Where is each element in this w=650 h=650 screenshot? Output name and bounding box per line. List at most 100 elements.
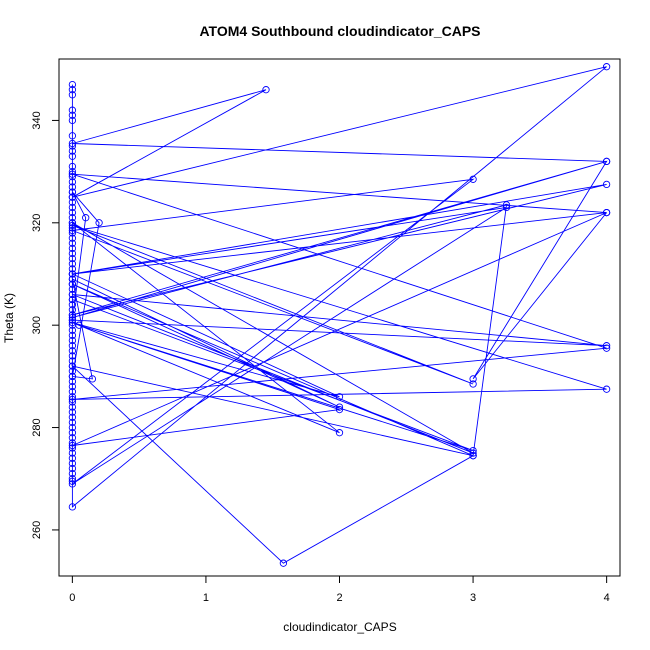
data-point	[68, 226, 77, 235]
data-point	[68, 254, 77, 263]
data-point	[68, 173, 77, 181]
data-point	[68, 408, 77, 416]
data-point	[68, 434, 77, 442]
data-point	[68, 449, 77, 457]
data-point	[68, 234, 77, 242]
data-point	[68, 188, 77, 196]
data-point	[68, 398, 77, 406]
data-point	[68, 183, 77, 191]
data-point	[68, 429, 77, 437]
data-point	[335, 429, 344, 437]
data-point	[68, 193, 77, 201]
data-point	[68, 459, 77, 468]
data-point	[68, 280, 77, 288]
data-point	[68, 219, 77, 227]
data-point	[68, 132, 77, 140]
data-point	[68, 393, 77, 401]
data-point	[68, 167, 77, 176]
data-point	[602, 63, 611, 71]
data-point	[469, 175, 477, 183]
data-point	[68, 265, 77, 273]
data-point	[68, 444, 77, 452]
x-tick-label: 3	[470, 592, 476, 604]
chart-title: ATOM4 Southbound cloudindicator_CAPS	[199, 23, 480, 39]
data-point	[68, 170, 77, 178]
data-point	[68, 162, 77, 171]
plot-frame	[58, 58, 621, 577]
data-point	[335, 405, 344, 414]
data-point	[68, 477, 77, 485]
data-point	[68, 342, 77, 350]
data-point	[68, 239, 77, 247]
data-point	[68, 439, 77, 447]
data-point	[68, 91, 77, 99]
data-point	[68, 203, 77, 212]
data-point	[68, 306, 77, 314]
data-point	[88, 375, 97, 383]
data-point	[68, 311, 77, 319]
data-point	[68, 221, 77, 230]
data-point	[68, 382, 77, 391]
data-point	[68, 80, 77, 89]
data-point	[68, 178, 77, 186]
data-point	[68, 480, 77, 488]
data-point	[68, 362, 77, 370]
data-point	[279, 559, 288, 567]
data-point	[335, 403, 344, 411]
data-point	[335, 393, 344, 401]
x-tick-label: 4	[604, 592, 610, 604]
data-point	[469, 449, 477, 457]
data-point	[68, 413, 77, 421]
y-axis-label: Theta (K)	[2, 293, 16, 343]
data-point	[68, 418, 77, 427]
data-point	[469, 446, 477, 455]
data-point	[68, 275, 77, 283]
data-point	[68, 469, 77, 478]
data-point	[68, 464, 77, 473]
data-point	[68, 260, 77, 268]
data-point	[68, 352, 77, 360]
data-point	[602, 157, 611, 166]
x-axis: 0 1 2 3 4	[69, 575, 610, 604]
data-point	[68, 454, 77, 462]
series-line	[70, 66, 608, 564]
data-point	[68, 318, 77, 327]
plot-area	[68, 63, 611, 567]
data-point	[602, 208, 611, 217]
data-point	[68, 214, 77, 222]
data-point	[68, 395, 77, 404]
data-point	[469, 375, 477, 383]
data-point	[68, 441, 77, 450]
data-point	[68, 147, 77, 155]
data-point	[469, 380, 477, 388]
data-point	[68, 301, 77, 309]
data-point	[68, 326, 77, 334]
data-point	[68, 331, 77, 340]
y-tick-label: 300	[31, 316, 43, 334]
data-point	[502, 201, 511, 209]
data-point	[602, 342, 611, 350]
data-point	[602, 385, 611, 393]
data-point	[68, 116, 77, 125]
data-point	[68, 316, 77, 324]
data-point	[469, 452, 477, 460]
data-point	[68, 142, 77, 150]
y-tick-label: 260	[31, 521, 43, 539]
y-axis: 260 280 300 320 340	[31, 111, 60, 539]
data-point	[68, 336, 77, 345]
data-point	[68, 111, 77, 119]
data-point	[68, 403, 77, 411]
data-point	[68, 503, 77, 511]
data-point	[68, 423, 77, 432]
data-point	[68, 106, 77, 114]
data-point	[68, 86, 77, 94]
data-point	[68, 372, 77, 381]
data-point	[68, 152, 77, 160]
data-point	[68, 295, 77, 304]
data-point	[68, 388, 77, 396]
data-point	[68, 224, 77, 232]
x-tick-label: 0	[69, 592, 75, 604]
data-point	[68, 377, 77, 386]
y-tick-label: 280	[31, 418, 43, 436]
